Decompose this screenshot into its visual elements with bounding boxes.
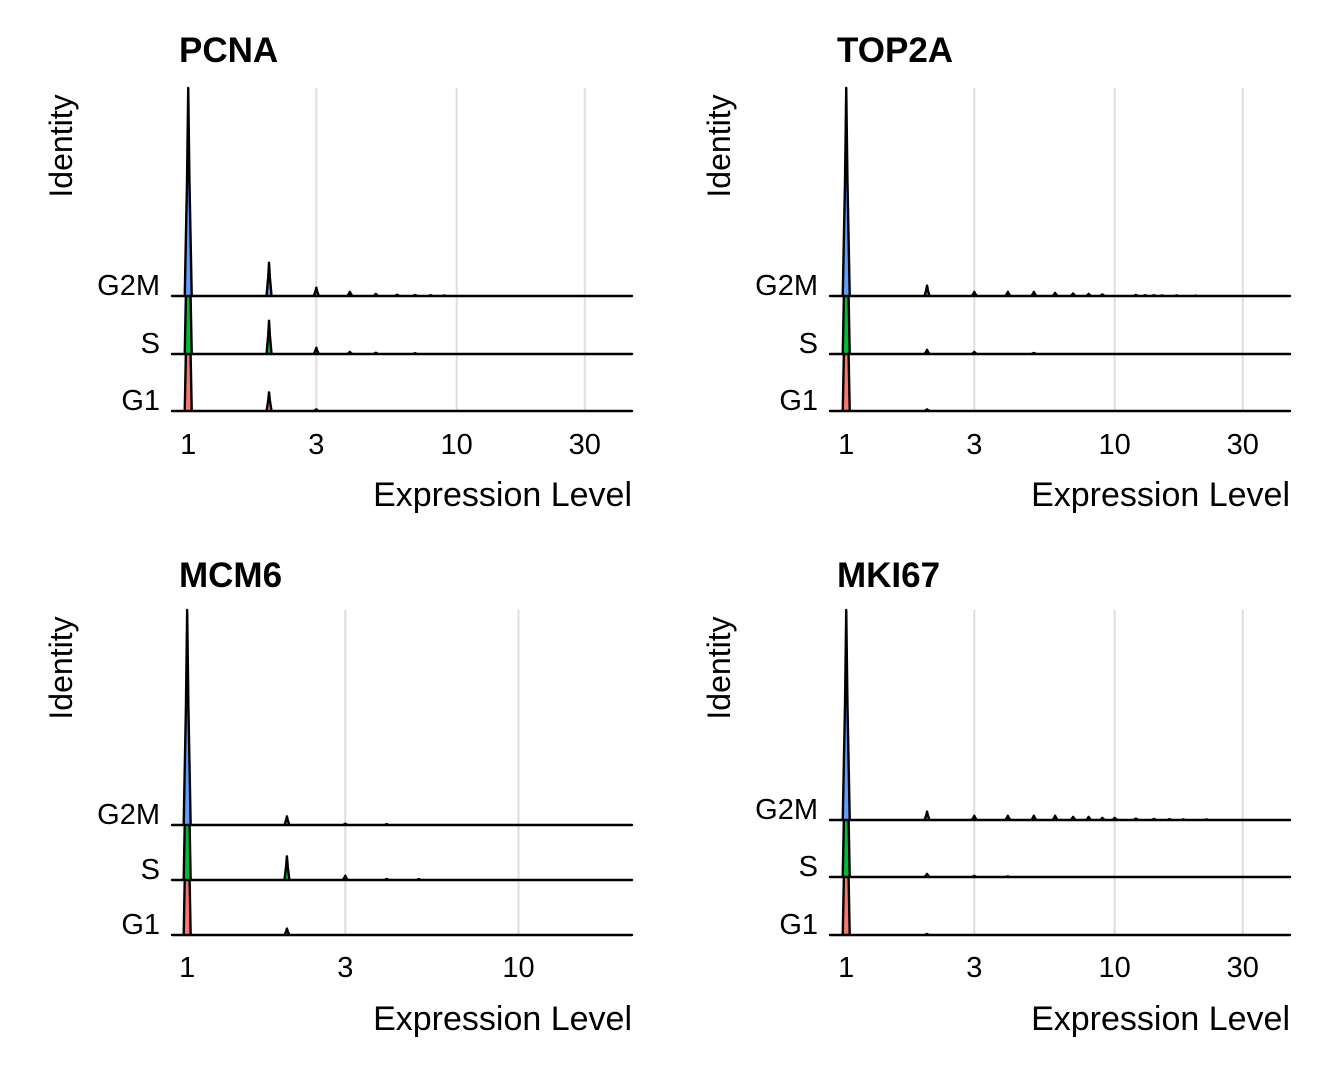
- category-label-s: S: [141, 328, 160, 360]
- ridge-g1: [170, 201, 634, 413]
- panel-top2a: TOP2A Identity Expression Level 1 3 10 30 G1 S G2…: [701, 31, 1292, 514]
- chart-title: MCM6: [179, 556, 282, 595]
- x-tick-label: 1: [838, 429, 854, 461]
- x-axis-label: Expression Level: [373, 1000, 632, 1038]
- category-label-g1: G1: [121, 385, 160, 417]
- density-ridge-s: [828, 144, 1292, 356]
- ridge-s: [170, 144, 634, 356]
- x-axis-label: Expression Level: [1031, 1000, 1290, 1038]
- x-tick-label: 10: [441, 429, 473, 461]
- ridge-g2m: [828, 608, 1292, 822]
- density-ridge-g1: [170, 201, 634, 413]
- category-label-g2m: G2M: [755, 794, 818, 826]
- y-axis-label: Identity: [701, 616, 737, 719]
- ridge-g2m: [170, 608, 634, 827]
- chart-title: PCNA: [179, 31, 278, 70]
- panel-mki67: MKI67 Identity Expression Level 1 3 10 30 G1 S G2…: [701, 556, 1292, 1038]
- x-tick-label: 10: [1099, 429, 1131, 461]
- x-tick-label: 3: [337, 952, 353, 984]
- panel-mcm6: MCM6 Identity Expression Level 1 3 10 G1 S G2M: [43, 556, 634, 1038]
- ridge-s: [170, 663, 634, 882]
- category-label-g2m: G2M: [97, 270, 160, 302]
- density-ridge-s: [170, 144, 634, 356]
- density-ridge-g1: [828, 723, 1292, 937]
- category-label-g1: G1: [121, 909, 160, 941]
- x-tick-label: 3: [966, 952, 982, 984]
- chart-title: TOP2A: [837, 31, 953, 70]
- x-tick-label: 10: [1099, 952, 1131, 984]
- density-ridge-s: [828, 665, 1292, 879]
- x-tick-label: 30: [1227, 429, 1259, 461]
- density-ridge-g2m: [170, 608, 634, 827]
- category-label-s: S: [799, 851, 818, 883]
- x-tick-label: 3: [308, 429, 324, 461]
- chart-title: MKI67: [837, 556, 940, 595]
- category-label-g1: G1: [779, 385, 818, 417]
- ridge-g1: [828, 201, 1292, 413]
- x-tick-label: 1: [180, 429, 196, 461]
- density-ridge-s: [170, 663, 634, 882]
- x-tick-label: 30: [1227, 952, 1259, 984]
- x-tick-label: 3: [966, 429, 982, 461]
- density-ridge-g1: [170, 718, 634, 937]
- density-ridge-g1: [828, 201, 1292, 413]
- density-ridge-g2m: [828, 608, 1292, 822]
- category-label-g2m: G2M: [755, 270, 818, 302]
- x-tick-label: 30: [569, 429, 601, 461]
- category-label-s: S: [141, 854, 160, 886]
- y-axis-label: Identity: [43, 94, 79, 197]
- x-tick-label: 10: [502, 952, 534, 984]
- ridge-g2m: [170, 86, 634, 298]
- y-axis-label: Identity: [43, 616, 79, 719]
- category-label-g1: G1: [779, 909, 818, 941]
- x-tick-label: 1: [838, 952, 854, 984]
- panel-pcna: PCNA Identity Expression Level 1 3 10 30 G1 S G2M: [43, 31, 634, 514]
- ridge-g1: [828, 723, 1292, 937]
- density-ridge-g2m: [170, 86, 634, 298]
- ridge-g2m: [828, 86, 1292, 298]
- ridge-s: [828, 665, 1292, 879]
- density-ridge-g2m: [828, 86, 1292, 298]
- ridge-s: [828, 144, 1292, 356]
- x-axis-label: Expression Level: [373, 476, 632, 514]
- y-axis-label: Identity: [701, 94, 737, 197]
- ridge-g1: [170, 718, 634, 937]
- x-tick-label: 1: [179, 952, 195, 984]
- category-label-s: S: [799, 328, 818, 360]
- x-axis-label: Expression Level: [1031, 476, 1290, 514]
- category-label-g2m: G2M: [97, 799, 160, 831]
